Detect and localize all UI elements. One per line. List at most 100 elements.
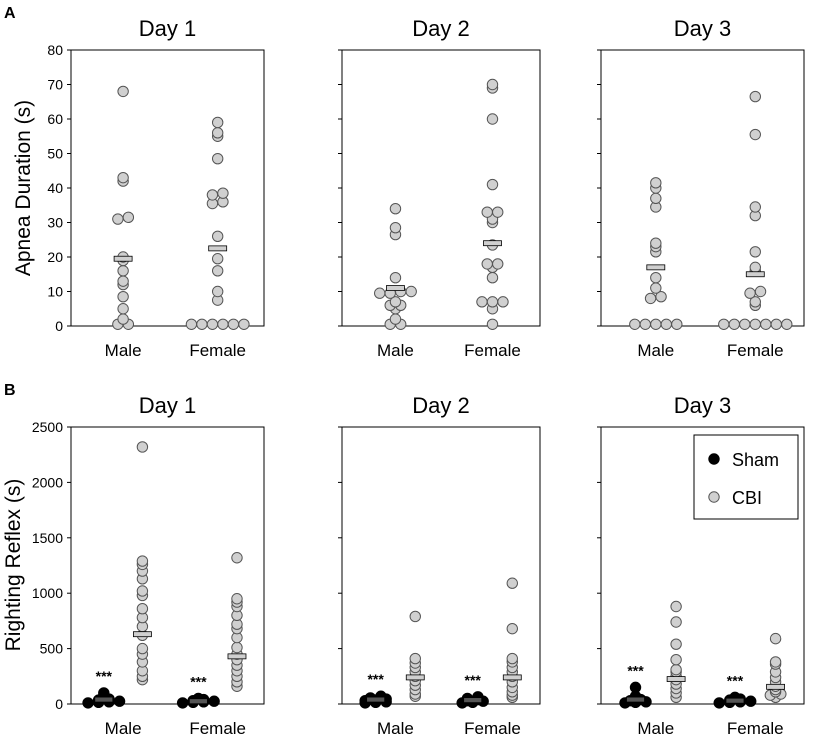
data-point-cbi [136, 441, 149, 453]
y-tick-label: 0 [55, 318, 63, 334]
x-tick-label-male: Male [105, 341, 142, 360]
plot-frame [341, 426, 541, 705]
data-point-cbi [650, 282, 662, 294]
plots-layer: Day 1 0 10 20 30 40 50 60 70 80 Male Female Day 2 Mal… [32, 16, 805, 738]
plot-frame [70, 426, 265, 705]
y-tick-label: 10 [47, 284, 63, 300]
data-point-sham [82, 697, 94, 709]
mean-bar-sham [366, 696, 386, 703]
mean-bar-cbi [745, 271, 765, 278]
data-point-cbi [749, 90, 761, 103]
mean-bar-sham [626, 696, 645, 703]
x-tick-label-female: Female [727, 341, 784, 360]
y-tick-label: 1000 [32, 585, 63, 601]
x-tick-label-male: Male [105, 719, 142, 738]
data-point-cbi [670, 600, 682, 613]
data-point-cbi [117, 171, 129, 184]
data-point-cbi [639, 318, 652, 330]
significance-annotation: *** [96, 668, 113, 684]
data-point-cbi [211, 253, 224, 265]
data-point-cbi [670, 616, 682, 628]
data-point-cbi [644, 292, 657, 305]
data-point-cbi [497, 296, 509, 308]
mean-bar-sham [94, 696, 114, 703]
data-point-sham [176, 697, 189, 709]
legend-label-sham: Sham [732, 450, 779, 470]
data-point-cbi [492, 206, 504, 218]
data-point-cbi [405, 285, 417, 298]
data-point-cbi [136, 603, 149, 615]
y-tick-label: 40 [47, 180, 63, 196]
data-point-cbi [389, 296, 402, 308]
y-tick-label: 80 [47, 42, 63, 58]
panel-label-a: A [4, 5, 16, 22]
data-point-cbi [770, 318, 782, 330]
data-point-cbi [486, 178, 499, 191]
legend-label-cbi: CBI [732, 488, 762, 508]
data-point-cbi [112, 213, 124, 225]
significance-annotation: *** [627, 662, 644, 678]
data-point-cbi [670, 638, 682, 650]
x-tick-label-female: Female [464, 341, 521, 360]
data-point-cbi [749, 318, 761, 330]
y-tick-label: 30 [47, 215, 63, 231]
plot-frame [341, 49, 541, 327]
x-tick-label-male: Male [377, 341, 414, 360]
data-point-cbi [217, 318, 229, 330]
y-tick-label: 50 [47, 146, 63, 162]
data-point-cbi [650, 192, 662, 205]
data-point-sham [113, 695, 126, 707]
mean-bar-sham [188, 698, 208, 705]
legend: Sham CBI [693, 434, 799, 520]
subplot-a-day1: Day 1 0 10 20 30 40 50 60 70 80 Male Female [47, 16, 265, 360]
mean-bar-cbi [483, 240, 502, 247]
data-point-cbi [476, 296, 488, 308]
mean-bar-cbi [766, 683, 785, 690]
data-point-cbi [409, 652, 421, 665]
data-point-sham [629, 681, 642, 694]
mean-bar-cbi [113, 255, 133, 262]
x-tick-label-male: Male [637, 341, 674, 360]
data-point-cbi [136, 642, 149, 655]
mean-bar-cbi [386, 285, 405, 291]
data-point-cbi [389, 221, 402, 234]
data-point-sham [745, 695, 757, 707]
data-point-cbi [492, 258, 504, 270]
data-point-cbi [744, 287, 756, 299]
plot-frame [70, 49, 265, 327]
data-point-cbi [650, 177, 662, 189]
x-tick-label-female: Female [189, 719, 246, 738]
plot-frame [600, 426, 805, 705]
data-point-cbi [196, 318, 208, 330]
y-tick-label: 1500 [32, 530, 63, 546]
data-point-cbi [409, 610, 421, 623]
plot-frame [600, 49, 805, 327]
data-point-cbi [231, 593, 243, 605]
data-point-cbi [650, 272, 662, 284]
data-point-cbi [650, 237, 662, 249]
significance-annotation: *** [465, 672, 482, 688]
data-point-cbi [769, 632, 782, 645]
data-point-cbi [749, 128, 761, 141]
subplot-title: Day 2 [412, 393, 469, 418]
data-point-cbi [671, 318, 683, 330]
data-point-cbi [231, 641, 243, 654]
data-point-cbi [389, 313, 402, 325]
mean-bar-cbi [208, 245, 228, 252]
data-point-sham [713, 697, 725, 709]
data-point-cbi [374, 287, 386, 299]
subplot-a-day2: Day 2 Male Female [338, 16, 541, 360]
y-tick-label: 2500 [32, 419, 63, 435]
data-point-cbi [211, 152, 224, 165]
data-point-cbi [749, 201, 761, 213]
data-point-cbi [217, 187, 229, 199]
mean-bar-sham [463, 697, 483, 704]
data-point-cbi [481, 258, 493, 270]
data-point-cbi [136, 555, 149, 567]
data-point-cbi [211, 265, 224, 277]
data-point-cbi [506, 577, 518, 589]
data-point-cbi [650, 318, 662, 330]
legend-marker-cbi [708, 491, 720, 503]
data-point-cbi [486, 296, 499, 308]
data-point-cbi [185, 318, 198, 330]
